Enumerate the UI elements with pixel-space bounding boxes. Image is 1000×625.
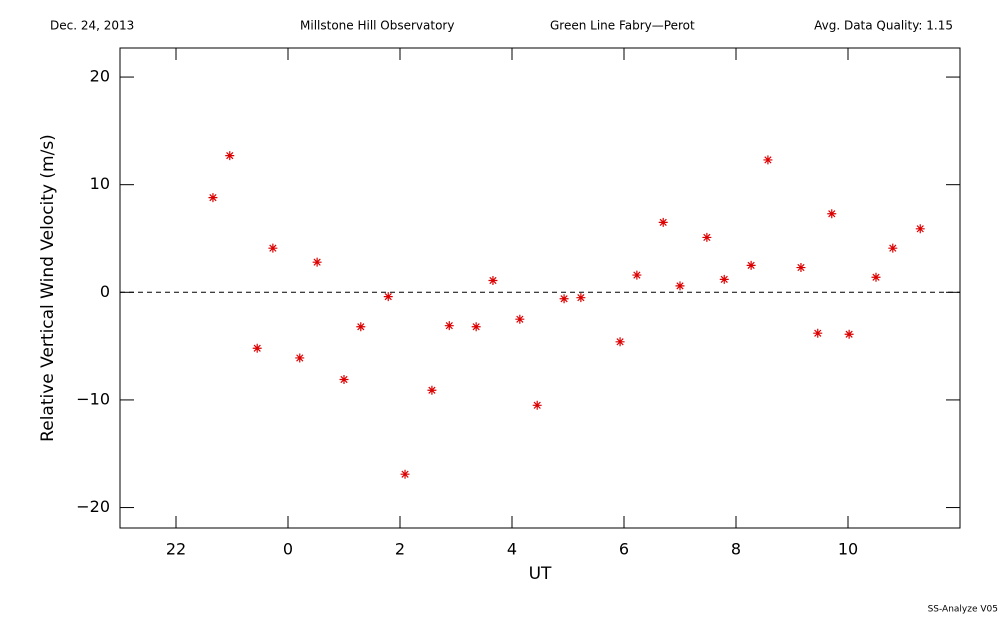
point <box>675 281 685 291</box>
point <box>268 243 278 253</box>
point <box>796 263 806 273</box>
point <box>383 292 393 302</box>
y-tick-label: −20 <box>76 497 110 516</box>
point <box>763 155 773 165</box>
quality: Avg. Data Quality: 1.15 <box>814 19 953 33</box>
footer: SS-Analyze V05 <box>928 605 998 615</box>
y-tick-label: 0 <box>100 282 110 301</box>
x-tick-label: 0 <box>283 540 293 559</box>
point <box>827 209 837 219</box>
point <box>471 322 481 332</box>
point <box>356 322 366 332</box>
point <box>339 374 349 384</box>
point <box>719 274 729 284</box>
instrument: Green Line Fabry—Perot <box>550 19 695 33</box>
observatory: Millstone Hill Observatory <box>300 19 454 33</box>
point <box>871 272 881 282</box>
point <box>632 270 642 280</box>
y-axis-label: Relative Vertical Wind Velocity (m/s) <box>38 134 58 442</box>
point <box>746 260 756 270</box>
point <box>658 217 668 227</box>
point <box>252 343 262 353</box>
point <box>532 400 542 410</box>
point <box>444 321 454 331</box>
point <box>515 314 525 324</box>
point <box>427 385 437 395</box>
point <box>400 469 410 479</box>
point <box>844 329 854 339</box>
x-tick-label: 8 <box>731 540 741 559</box>
point <box>615 337 625 347</box>
y-tick-label: −10 <box>76 389 110 408</box>
point <box>888 243 898 253</box>
date: Dec. 24, 2013 <box>50 19 134 33</box>
plot-frame <box>119 47 961 529</box>
point <box>312 257 322 267</box>
point <box>813 328 823 338</box>
point <box>576 293 586 303</box>
x-axis-label: UT <box>529 564 552 584</box>
x-tick-label: 10 <box>838 540 858 559</box>
point <box>225 151 235 161</box>
y-tick-label: 10 <box>90 174 110 193</box>
x-tick-label: 6 <box>619 540 629 559</box>
point <box>702 232 712 242</box>
x-tick-label: 2 <box>395 540 405 559</box>
point <box>295 353 305 363</box>
point <box>488 275 498 285</box>
y-tick-label: 20 <box>90 67 110 86</box>
x-tick-label: 4 <box>507 540 517 559</box>
point <box>915 224 925 234</box>
point <box>208 193 218 203</box>
x-tick-label: 22 <box>166 540 186 559</box>
point <box>559 294 569 304</box>
